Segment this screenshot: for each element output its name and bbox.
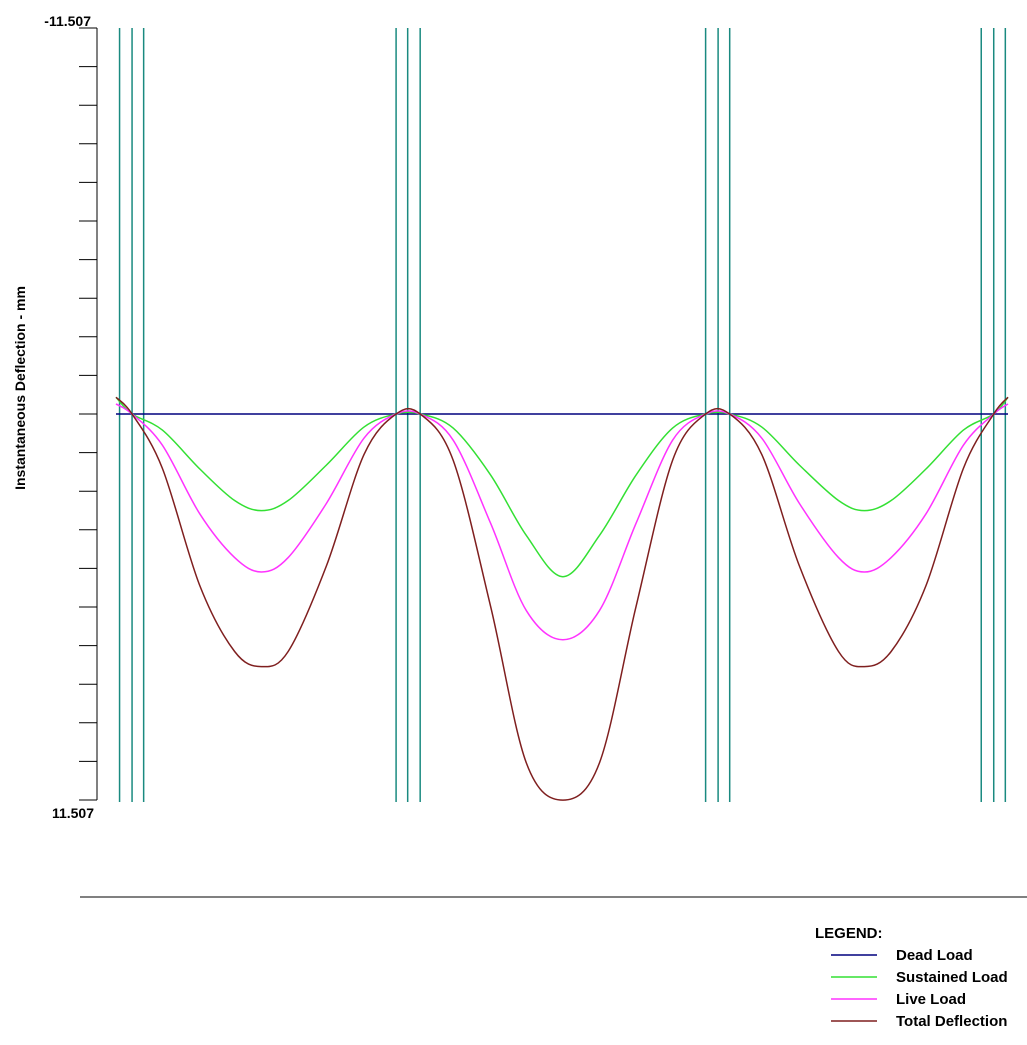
y-tick-label-top: -11.507 [44, 13, 91, 29]
legend: LEGEND: Dead Load Sustained Load Live Load… [815, 925, 1008, 1030]
legend-entry-label: Total Deflection [896, 1013, 1007, 1030]
legend-entries: Dead Load Sustained Load Live Load Total De… [831, 947, 1008, 1030]
legend-entry-label: Sustained Load [896, 969, 1008, 986]
legend-title: LEGEND: [815, 925, 883, 942]
legend-entry-label: Dead Load [896, 947, 973, 964]
series-line-sustained-load [115, 396, 1009, 578]
legend-entry-label: Live Load [896, 991, 966, 1008]
series-line-live-load [115, 403, 1009, 641]
support-lines [118, 28, 1007, 802]
y-axis-label: Instantaneous Deflection - mm [12, 286, 28, 490]
series-line-total-deflection [115, 396, 1009, 801]
series-layer [115, 396, 1009, 801]
y-axis-ticks [79, 27, 97, 801]
y-tick-label-bottom: 11.507 [52, 805, 94, 821]
